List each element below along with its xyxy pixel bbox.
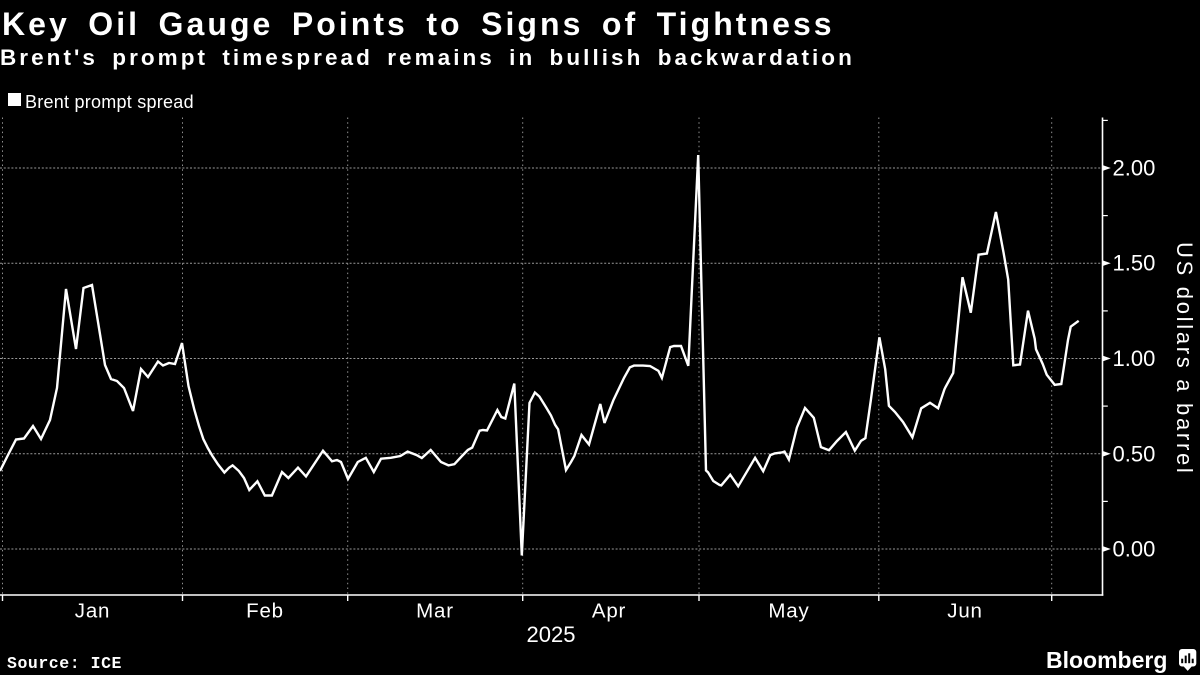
svg-text:May: May xyxy=(768,600,809,623)
svg-text:Mar: Mar xyxy=(416,600,454,623)
svg-text:Feb: Feb xyxy=(246,600,284,623)
svg-text:0.50: 0.50 xyxy=(1113,441,1156,466)
svg-text:0.00: 0.00 xyxy=(1113,537,1156,562)
svg-text:Jun: Jun xyxy=(947,600,982,623)
svg-text:1.50: 1.50 xyxy=(1113,251,1156,276)
svg-text:1.00: 1.00 xyxy=(1113,346,1156,371)
svg-text:Apr: Apr xyxy=(592,600,626,623)
svg-text:Jan: Jan xyxy=(75,600,110,623)
svg-text:2.00: 2.00 xyxy=(1113,156,1156,181)
